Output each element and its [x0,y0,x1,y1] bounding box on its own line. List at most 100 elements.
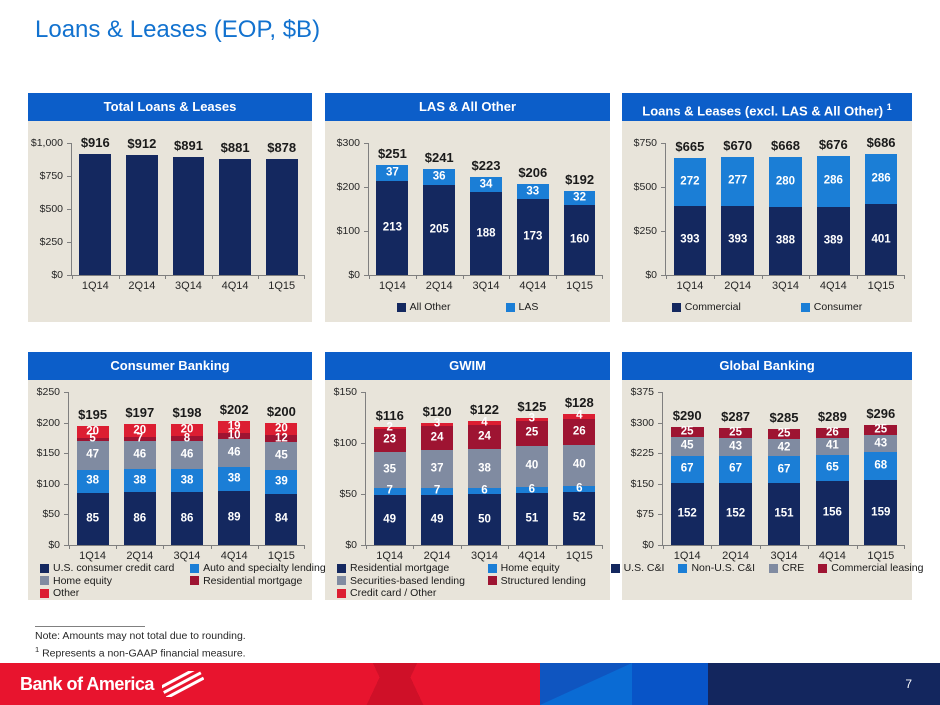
bar-segment-label: 272 [680,175,700,188]
bar-segment-label: 277 [728,174,748,187]
bar-segment: 49 [420,495,454,545]
legend-swatch-icon [337,588,346,598]
bar-segment-label: 6 [528,483,536,496]
bar-segment-label: 46 [133,448,147,461]
legend-label: Consumer [813,301,863,313]
y-axis-tick-mark [364,231,368,232]
bar-segment: 38 [76,469,109,493]
bar-segment: 85 [76,492,109,545]
legend-label: Other [53,587,80,599]
bar-segment: 3 [515,413,548,424]
y-axis-tick-mark [67,275,71,276]
bar-stack: 86 38 46 7 20 $197 [123,392,156,545]
x-axis-tick-mark [602,275,603,279]
bar-column: 52 6 40 26 4 $128 [556,392,603,545]
y-axis-tick-label: $0 [645,269,657,281]
legend-item: Structured lending [487,575,606,588]
bar-column: 49 7 35 23 2 $116 [366,392,413,545]
bar-segment-label: 7 [386,484,393,497]
legend-item: Home equity [40,575,190,588]
bar-segment-label: 213 [382,221,402,234]
bar-segment-label: 45 [680,439,694,452]
bar-segment-label: 388 [775,234,796,247]
legend-label: Commercial leasing [831,562,924,574]
x-axis-tick-mark [509,275,511,279]
bar-segment-label: 20 [86,425,99,438]
x-axis-label: 3Q14 [770,550,798,562]
y-axis-tick-mark [64,422,68,424]
bar-segment: 41 [815,438,849,455]
bar-total-label: $202 [219,402,249,418]
x-axis-label: 1Q15 [268,280,296,292]
x-axis-tick-mark [258,275,260,279]
x-axis-tick-mark [413,545,415,549]
y-axis-tick-label: $0 [348,269,360,281]
bar-segment-label: 34 [479,178,493,191]
x-axis-label: 4Q14 [519,280,547,292]
footnote-divider [35,626,145,627]
bar-segment: 7 [123,433,156,444]
bar-column: 152 67 43 25 $287 [711,392,759,545]
y-axis-tick-label: $100 [36,477,60,490]
footnote-text: Represents a non-GAAP financial measure. [39,647,246,660]
bar-column: 84 39 45 12 20 $200 [258,392,305,545]
legend-item: Commercial leasing [818,562,923,575]
bar-segment-label: 3 [433,417,441,430]
chart-legend: U.S. C&I Non-U.S. C&I CRE Commercial leasin… [610,562,923,575]
bar-column: 152 67 45 25 $290 [663,392,711,545]
bar-segment: 35 [373,452,406,488]
bar-total-label: $251 [377,146,407,161]
x-axis-tick-mark [808,545,810,549]
bar-segment-label: 5 [89,432,96,445]
bar-column: 393 272 $665 [666,139,714,275]
bar-column: 393 277 $670 [714,138,762,275]
bar-segment [172,157,205,275]
y-axis-tick-mark [658,545,662,546]
bar-stack: 152 67 43 25 $287 [719,392,753,545]
bar-segment-label: 10 [227,429,241,442]
bar-total-label: $241 [424,149,454,165]
bar-segment-label: 389 [823,234,843,247]
bar-segment: 43 [719,438,753,456]
page-number: 7 [905,677,912,691]
bar-total-label: $912 [127,135,157,151]
bar-stack: 49 7 35 23 2 $116 [373,392,406,545]
bar-segment: 23 [373,428,406,453]
y-axis-tick-mark [64,392,68,393]
y-axis-tick-label: $250 [36,386,60,398]
y-axis-tick-label: $100 [333,437,357,449]
x-axis-label: 4Q14 [220,550,248,562]
bar-segment: 25 [515,420,548,447]
bar-segment: 45 [265,442,298,470]
bar-stack: 213 37 $251 [376,143,409,275]
x-axis-label: 2Q14 [722,550,750,562]
bar-segment: 37 [376,165,409,182]
x-axis-tick-mark [857,275,859,279]
x-axis-label: 1Q14 [376,550,404,562]
panel-excl-las-all-other: Loans & Leases (excl. LAS & All Other) 1… [622,93,912,322]
footnote-superscript: 1 [35,645,40,654]
bar-total-label: $881 [220,139,250,155]
bar-segment-label: 86 [180,512,194,525]
bar-total-label: $670 [723,138,753,154]
bar-total-label: $296 [866,405,896,421]
bank-of-america-logo: Bank of America [20,663,204,705]
bar-segment-label: 24 [430,431,444,444]
bar-segment: 2 [373,421,406,433]
bar-segment: 277 [721,157,754,206]
legend-swatch-icon [769,563,779,573]
x-axis-tick-mark [759,545,761,549]
y-axis-tick-label: $300 [336,137,360,149]
bar-stack: 52 6 40 26 4 $128 [563,392,596,545]
panel-title-text: GWIM [449,358,486,373]
bar-segment-label: 38 [86,474,99,487]
bar-segment: 7 [373,485,406,497]
bar-segment: 26 [563,418,596,446]
bar-column: 389 286 $676 [809,137,857,275]
footnote-rounding: Note: Amounts may not total due to round… [35,630,246,642]
bar-column: 205 36 $241 [416,143,463,275]
bar-segment: 52 [563,491,596,545]
bar-stack: 188 34 $223 [470,143,502,275]
bar-stack: 51 6 40 25 3 $125 [515,392,548,545]
x-axis-label: 1Q14 [378,280,406,292]
